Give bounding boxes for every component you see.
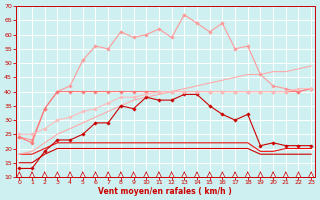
X-axis label: Vent moyen/en rafales ( km/h ): Vent moyen/en rafales ( km/h ) (98, 187, 232, 196)
